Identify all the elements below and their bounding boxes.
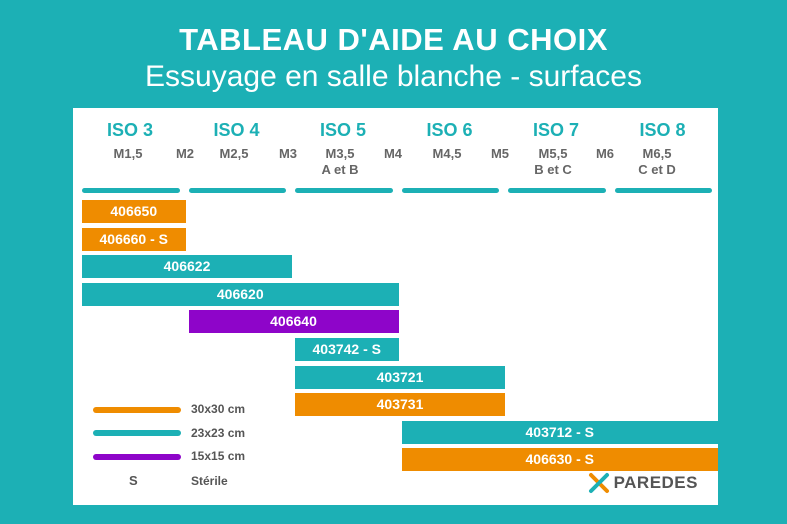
m-class-label: M4,5 [417, 146, 477, 162]
m-class-value: M6,5 [642, 146, 672, 161]
m-class-label: M4 [363, 146, 423, 162]
chart-panel: ISO 3 ISO 4 ISO 5 ISO 6 ISO 7 ISO 8 M1,5 M2 M2,… [73, 108, 718, 505]
legend-label-23x23: 23x23 cm [191, 426, 246, 440]
m-class-sub: C et D [638, 162, 676, 177]
m-class-label: M6,5 C et D [627, 146, 687, 178]
m-class-sub: B et C [534, 162, 572, 177]
iso-label-7: ISO 7 [532, 120, 580, 140]
iso-underline-3 [82, 188, 180, 193]
m-class-value: M3 [278, 146, 298, 161]
product-bar-406640: 406640 [188, 310, 399, 334]
product-bar-406620: 406620 [82, 282, 399, 306]
m-class-value: M5,5 [538, 146, 568, 161]
iso-label-6: ISO 6 [426, 120, 473, 140]
m-class-label: M3 [258, 146, 318, 162]
product-bar-403742-s: 403742 - S [295, 338, 399, 361]
m-class-value: M1,5 [113, 146, 143, 161]
m-class-value: M2,5 [219, 146, 249, 161]
logo-text: PAREDES [613, 473, 698, 492]
m-class-label: M6 [575, 146, 635, 162]
legend-label-15x15: 15x15 cm [191, 449, 246, 463]
m-class-value: M4,5 [432, 146, 462, 161]
m-class-value: M4 [383, 146, 403, 161]
page-title: TABLEAU D'AIDE AU CHOIX [179, 22, 608, 57]
product-bar-406630-s: 406630 - S [401, 448, 718, 472]
iso-label-3: ISO 3 [106, 120, 154, 140]
paredes-logo-icon [588, 473, 609, 493]
m-class-label: M1,5 [98, 146, 158, 162]
legend-label-sterile: Stérile [191, 474, 228, 488]
page-subtitle: Essuyage en salle blanche - surfaces [145, 60, 642, 93]
product-bar-403721: 403721 [295, 365, 505, 389]
iso-label-4: ISO 4 [213, 120, 260, 140]
legend-swatch-15x15 [93, 454, 181, 460]
m-class-label: M3,5 A et B [310, 146, 370, 178]
product-bar-403712-s: 403712 - S [401, 420, 718, 444]
m-class-label: M5 [470, 146, 530, 162]
m-class-sub: A et B [321, 162, 359, 177]
iso-underline-7 [508, 188, 606, 193]
iso-label-5: ISO 5 [319, 120, 367, 140]
legend-sterile-key: S [129, 473, 138, 488]
m-class-value: M3,5 [325, 146, 355, 161]
m-class-value: M5 [490, 146, 510, 161]
product-bar-406622: 406622 [82, 255, 292, 279]
iso-underline-8 [614, 188, 712, 193]
product-bar-406660-s: 406660 - S [82, 227, 186, 251]
product-bar-403731: 403731 [295, 393, 505, 417]
legend-swatch-30x30 [93, 407, 181, 413]
m-class-value: M2 [175, 146, 195, 161]
brand-logo: PAREDES [588, 471, 698, 495]
m-class-label: M5,5 B et C [523, 146, 583, 178]
product-bar-406650: 406650 [82, 200, 186, 223]
iso-underline-5 [295, 188, 393, 193]
m-class-value: M6 [595, 146, 615, 161]
m-class-label: M2,5 [204, 146, 264, 162]
legend-swatch-23x23 [93, 430, 181, 436]
iso-underline-4 [188, 188, 286, 193]
iso-label-8: ISO 8 [639, 120, 686, 140]
legend-label-30x30: 30x30 cm [191, 402, 246, 416]
m-class-label: M2 [155, 146, 215, 162]
iso-underline-6 [401, 188, 499, 193]
